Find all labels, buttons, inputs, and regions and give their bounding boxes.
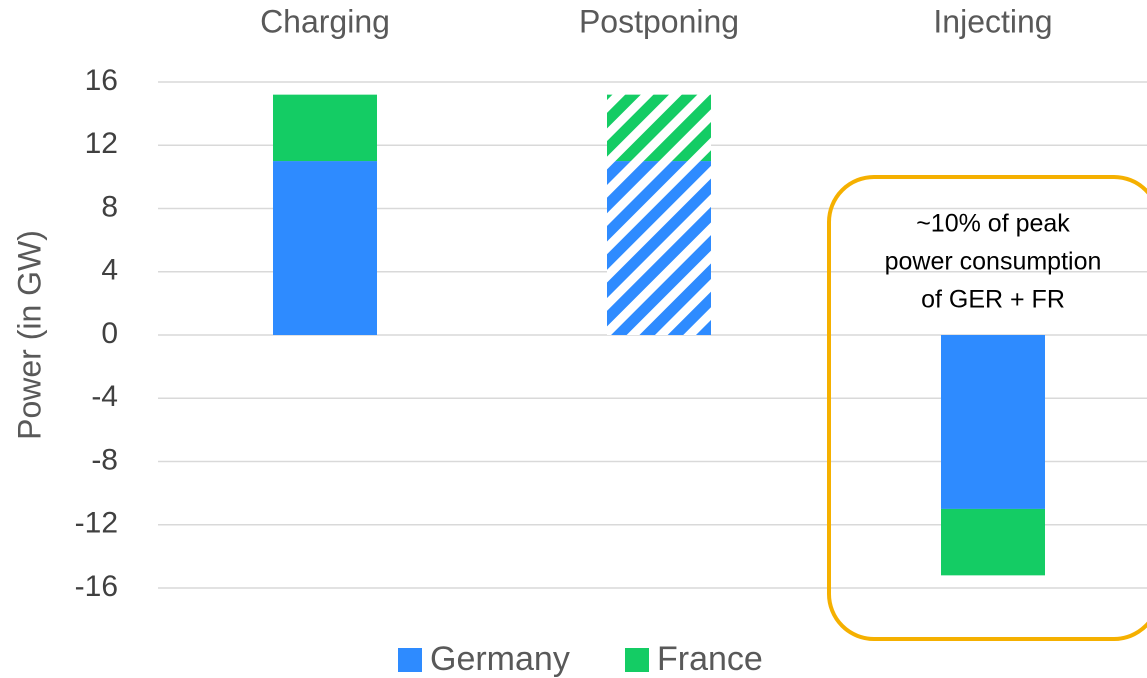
annotation-text: of GER + FR xyxy=(921,286,1065,314)
category-label: Injecting xyxy=(933,3,1052,39)
y-tick-label: -16 xyxy=(75,570,118,603)
bar xyxy=(607,161,711,335)
bar xyxy=(941,508,1045,576)
y-tick-label: 12 xyxy=(85,127,118,160)
y-tick-label: 4 xyxy=(101,254,118,287)
bar xyxy=(607,94,711,162)
legend-swatch xyxy=(625,648,649,672)
y-tick-label: 16 xyxy=(85,64,118,97)
bar xyxy=(941,335,1045,509)
y-tick-label: 0 xyxy=(101,317,118,350)
legend-label: Germany xyxy=(430,640,570,678)
annotation-text: ~10% of peak xyxy=(916,210,1070,238)
bar xyxy=(273,94,377,162)
annotation-box xyxy=(827,175,1147,641)
bar xyxy=(273,161,377,335)
category-label: Postponing xyxy=(579,3,739,39)
y-tick-label: 8 xyxy=(101,190,118,223)
y-tick-label: -4 xyxy=(91,380,118,413)
y-axis-label: Power (in GW) xyxy=(11,230,47,440)
y-tick-label: -12 xyxy=(75,507,118,540)
y-tick-label: -8 xyxy=(91,443,118,476)
annotation-text: power consumption xyxy=(885,248,1102,276)
category-label: Charging xyxy=(260,3,390,39)
legend-swatch xyxy=(398,648,422,672)
legend-label: France xyxy=(657,640,763,678)
